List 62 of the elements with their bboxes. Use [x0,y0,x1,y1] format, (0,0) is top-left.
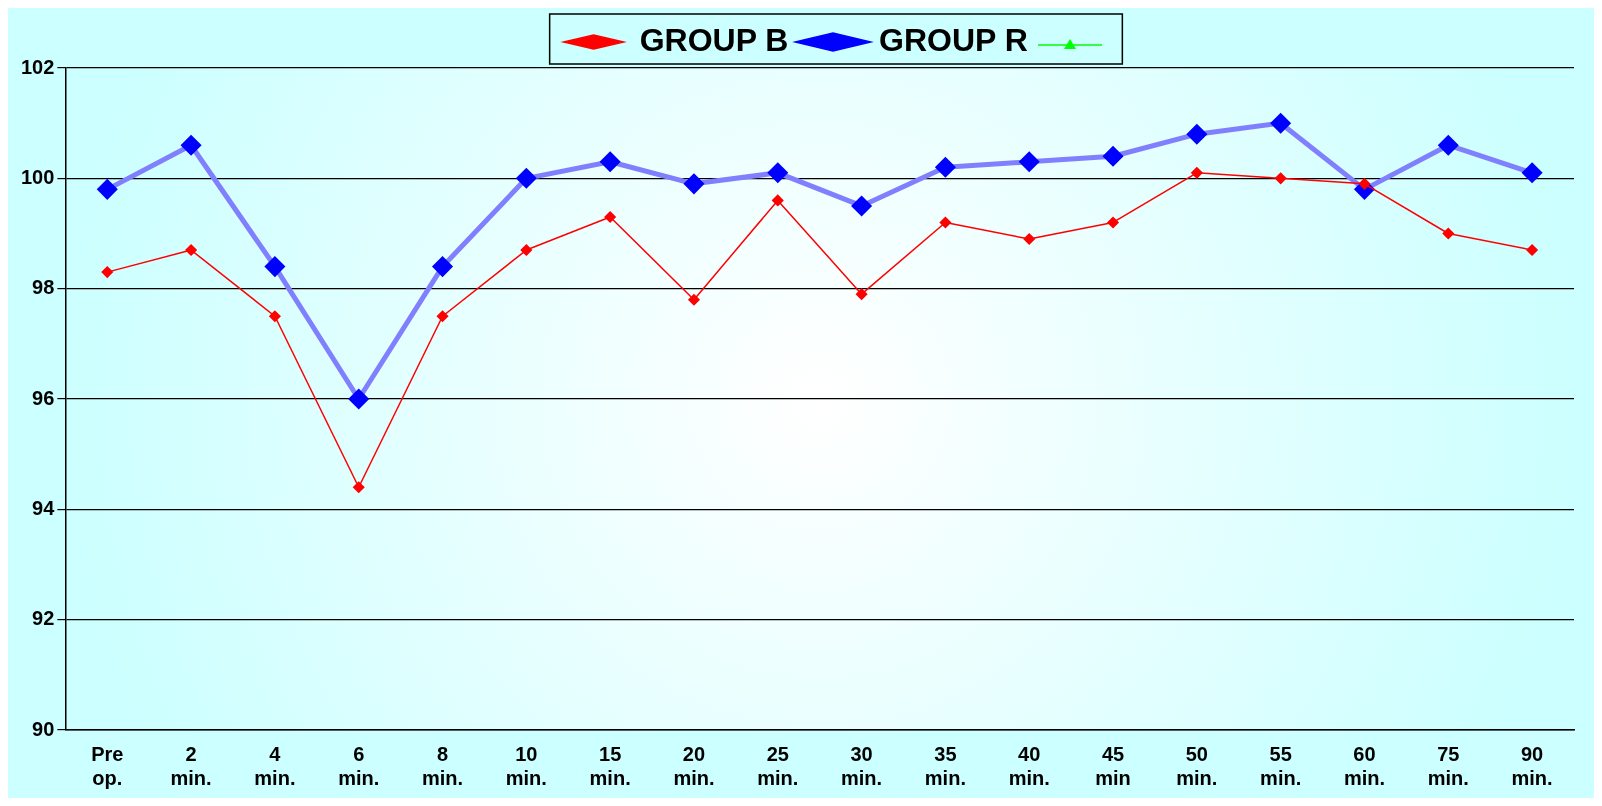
point [1526,244,1538,256]
point [1019,152,1039,172]
x-tick-label: 2 min. [170,742,212,789]
x-tick-label: 20 min. [673,742,715,789]
point [436,310,449,322]
y-tick-label: 102 [20,55,55,78]
point [939,216,952,229]
y-tick-label: 96 [32,386,55,409]
point [516,168,536,188]
y-tick-label: 98 [32,276,55,299]
legend-label: GROUP B [639,21,789,58]
point [935,157,955,177]
y-tick-label: 92 [32,607,55,630]
point [1442,227,1455,240]
legend-label: GROUP R [879,21,1028,58]
x-tick-label: 10 min. [505,742,547,789]
point [352,481,365,494]
point [684,174,704,194]
point [855,288,868,300]
x-tick-label: 4 min. [254,742,296,789]
x-tick-label: 45 min [1095,742,1131,789]
point [772,194,784,207]
point [269,310,281,322]
x-tick-label: 30 min. [841,742,883,789]
y-tick-label: 100 [20,165,55,188]
x-tick-label: 25 min. [757,742,799,789]
point [101,266,114,278]
point [1191,167,1203,179]
point [1271,113,1291,133]
x-tick-label: 75 min. [1427,742,1469,789]
point [97,179,117,199]
x-tick-label: 90 min. [1511,742,1553,789]
point [1107,216,1119,229]
x-tick-label: 55 min. [1260,742,1302,789]
point [1274,172,1287,185]
x-tick-label: 40 min. [1008,742,1050,789]
point [181,135,201,155]
x-tick-label: Pre op. [91,742,124,789]
x-tick-label: 6 min. [338,742,380,789]
point [1103,146,1123,166]
x-tick-label: 35 min. [924,742,966,789]
x-tick-label: 15 min. [589,742,631,789]
point [1023,233,1035,245]
point [852,196,872,216]
point [349,389,369,409]
x-tick-label: 8 min. [421,742,464,789]
point [1438,135,1458,155]
point [604,211,616,223]
point [600,152,620,172]
point [1187,124,1207,144]
point [520,244,533,256]
point [688,293,700,306]
x-tick-label: 50 min. [1176,742,1218,789]
point [185,244,197,256]
point [433,257,453,277]
y-tick-label: 90 [32,717,55,740]
x-tick-label: 60 min. [1343,742,1386,789]
point [1358,178,1371,190]
point [1522,163,1542,183]
point [265,257,285,277]
y-tick-label: 94 [32,496,56,519]
point [768,163,788,183]
